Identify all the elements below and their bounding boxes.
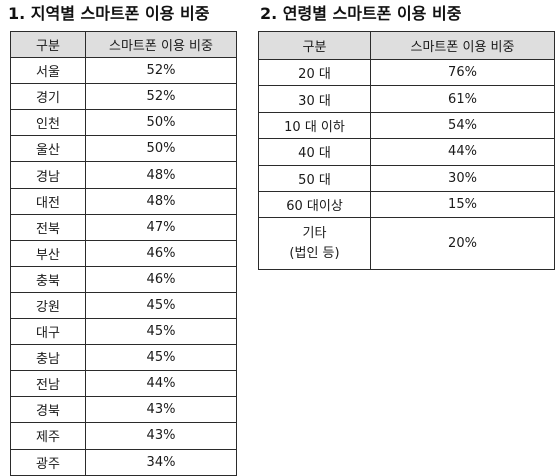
table-row: 전북 47%: [10, 213, 237, 241]
region-value: 52%: [85, 83, 237, 111]
table-row: 20 대 76%: [258, 58, 555, 87]
table-row: 서울 52%: [10, 57, 237, 85]
age-label: 40 대: [258, 138, 371, 166]
table-row: 부산 46%: [10, 239, 237, 267]
age-value: 54%: [370, 111, 555, 140]
region-label: 대구: [10, 318, 86, 346]
region-label: 제주: [10, 422, 86, 450]
table-row: 제주 43%: [10, 422, 237, 450]
table-row: 전남 44%: [10, 370, 237, 398]
region-value: 45%: [85, 344, 237, 372]
region-label: 인천: [10, 109, 86, 137]
region-value: 44%: [85, 370, 237, 398]
age-label: 50 대: [258, 164, 371, 192]
table-row: 대구 45%: [10, 318, 237, 346]
region-label: 경북: [10, 396, 86, 424]
region-value: 46%: [85, 265, 237, 293]
age-value: 44%: [370, 138, 555, 166]
region-usage-table: 구분 스마트폰 이용 비중 서울 52% 경기 52% 인천 50% 울산 50% 경남…: [10, 30, 237, 476]
region-value: 47%: [85, 213, 237, 241]
region-label: 경기: [10, 83, 86, 111]
region-label: 경남: [10, 161, 86, 189]
age-value: 15%: [370, 190, 555, 219]
table-row: 울산 50%: [10, 135, 237, 163]
region-value: 34%: [85, 448, 237, 476]
table-row: 충북 46%: [10, 265, 237, 293]
region-label: 부산: [10, 239, 86, 267]
table-row: 광주 34%: [10, 448, 237, 476]
age-value: 61%: [370, 85, 555, 113]
table-row: 30 대 61%: [258, 85, 555, 113]
other-label-line1: 기타: [302, 225, 327, 241]
region-value: 43%: [85, 422, 237, 450]
age-value: 76%: [370, 58, 555, 87]
region-value: 45%: [85, 291, 237, 320]
region-label: 충북: [10, 265, 86, 293]
table-row: 40 대 44%: [258, 138, 555, 166]
table-row: 충남 45%: [10, 344, 237, 372]
table-row: 인천 50%: [10, 109, 237, 137]
table-row: 대전 48%: [10, 187, 237, 215]
table-row: 60 대이상 15%: [258, 190, 555, 219]
table-row: 강원 45%: [10, 291, 237, 320]
table-row: 경남 48%: [10, 161, 237, 189]
region-label: 서울: [10, 57, 86, 85]
table-row: 경북 43%: [10, 396, 237, 424]
region-value: 50%: [85, 135, 237, 163]
header-usage-share: 스마트폰 이용 비중: [370, 31, 555, 60]
age-usage-table: 구분 스마트폰 이용 비중 20 대 76% 30 대 61% 10 대 이하 54%…: [258, 31, 555, 271]
region-value: 45%: [85, 318, 237, 346]
region-value: 52%: [85, 57, 237, 85]
age-label: 60 대이상: [258, 190, 371, 219]
region-label: 울산: [10, 135, 86, 163]
header-usage-share: 스마트폰 이용 비중: [85, 30, 237, 59]
age-table-title: 2. 연령별 스마트폰 이용 비중: [260, 4, 462, 23]
table-row: 50 대 30%: [258, 164, 555, 192]
table-header-row: 구분 스마트폰 이용 비중: [258, 31, 555, 60]
region-label: 전남: [10, 370, 86, 398]
age-value: 30%: [370, 164, 555, 192]
region-table-title: 1. 지역별 스마트폰 이용 비중: [8, 4, 210, 23]
age-label: 30 대: [258, 85, 371, 113]
age-label-other: 기타 (법인 등): [258, 217, 371, 271]
table-row: 10 대 이하 54%: [258, 111, 555, 140]
region-value: 50%: [85, 109, 237, 137]
age-label: 10 대 이하: [258, 111, 371, 140]
other-label-line2: (법인 등): [289, 245, 340, 261]
region-label: 대전: [10, 187, 86, 215]
table-row: 기타 (법인 등) 20%: [258, 217, 555, 271]
region-value: 48%: [85, 187, 237, 215]
region-label: 강원: [10, 291, 86, 320]
header-category: 구분: [258, 31, 371, 60]
table-header-row: 구분 스마트폰 이용 비중: [10, 30, 237, 59]
region-value: 43%: [85, 396, 237, 424]
age-value: 20%: [370, 217, 555, 271]
region-value: 46%: [85, 239, 237, 267]
header-category: 구분: [10, 30, 86, 59]
age-label: 20 대: [258, 58, 371, 87]
region-label: 충남: [10, 344, 86, 372]
region-label: 광주: [10, 448, 86, 476]
region-label: 전북: [10, 213, 86, 241]
table-row: 경기 52%: [10, 83, 237, 111]
region-value: 48%: [85, 161, 237, 189]
